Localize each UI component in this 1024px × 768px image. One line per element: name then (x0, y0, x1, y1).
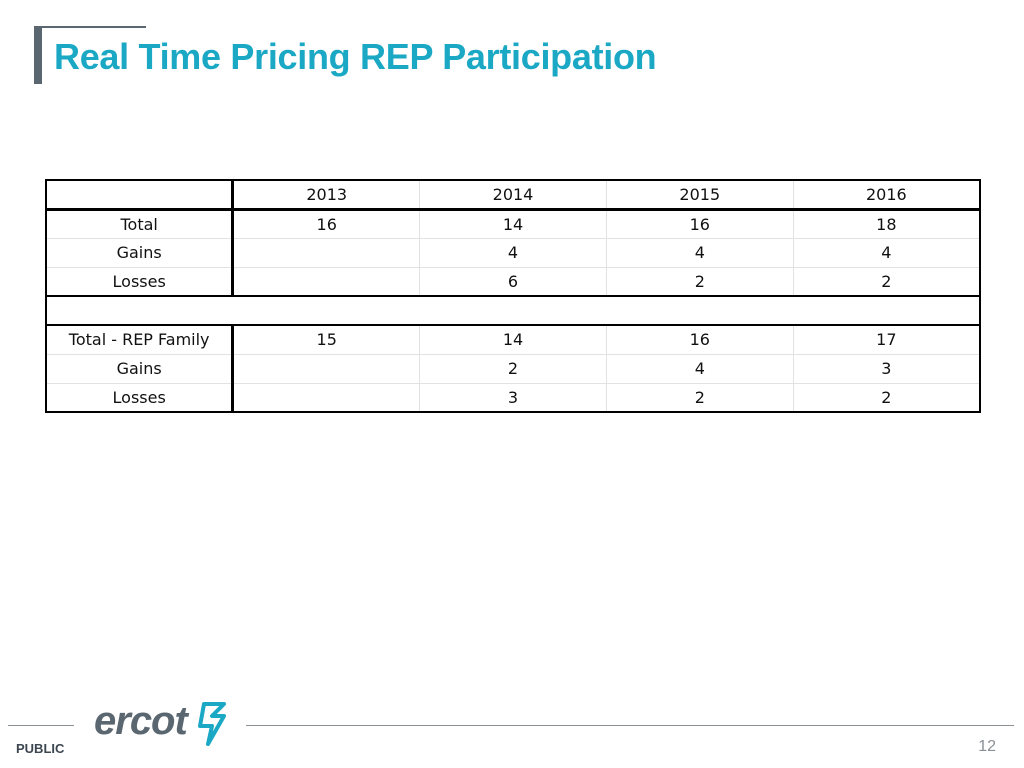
spacer-cell (606, 296, 794, 326)
table-cell (232, 354, 420, 384)
table-cell: 14 (419, 325, 607, 355)
header-year-cell: 2015 (605, 180, 794, 211)
spacer-cell (46, 296, 233, 326)
table-spacer-row (46, 296, 980, 326)
ercot-logo: ercot (94, 696, 234, 752)
table-cell: 18 (792, 209, 980, 239)
table-cell: 17 (792, 325, 980, 355)
table-cell: 6 (419, 267, 607, 297)
table-row: Gains 2 4 3 (46, 354, 980, 384)
table-row: Losses 3 2 2 (46, 383, 980, 413)
table-cell: 4 (605, 354, 794, 384)
footer-divider-right (246, 725, 1014, 726)
table-cell: 15 (232, 325, 420, 355)
table-row: Gains 4 4 4 (46, 238, 980, 268)
title-accent-bar (34, 26, 42, 84)
row-label: Gains (46, 238, 235, 268)
table-cell: 2 (605, 383, 794, 413)
header-corner-cell (46, 180, 235, 211)
table-cell: 16 (605, 209, 794, 239)
table-cell (232, 238, 420, 268)
header-year-cell: 2013 (232, 180, 420, 211)
table-cell: 14 (419, 209, 607, 239)
row-label: Losses (46, 383, 235, 413)
table-cell: 4 (792, 238, 980, 268)
table-cell: 3 (792, 354, 980, 384)
table-cell: 16 (605, 325, 794, 355)
table-cell: 4 (605, 238, 794, 268)
table-cell: 4 (419, 238, 607, 268)
row-label: Total (46, 209, 235, 239)
spacer-cell (793, 296, 980, 326)
page-number: 12 (978, 738, 996, 755)
table-row: Losses 6 2 2 (46, 267, 980, 297)
table-cell: 3 (419, 383, 607, 413)
row-label: Losses (46, 267, 235, 297)
table-cell: 2 (792, 383, 980, 413)
spacer-cell (419, 296, 607, 326)
footer-divider-left (8, 725, 74, 726)
table-row: Total - REP Family 15 14 16 17 (46, 325, 980, 355)
spacer-cell (232, 296, 420, 326)
ercot-logo-mark-icon: ercot (94, 699, 226, 746)
table-cell (232, 383, 420, 413)
table-row: Total 16 14 16 18 (46, 209, 980, 239)
rep-participation-table: 2013 2014 2015 2016 Total 16 14 16 18 Ga… (45, 179, 981, 413)
slide-title: Real Time Pricing REP Participation (54, 36, 657, 77)
table-cell: 2 (792, 267, 980, 297)
header-year-cell: 2014 (419, 180, 607, 211)
public-label: PUBLIC (16, 741, 65, 756)
table-cell: 16 (232, 209, 420, 239)
table-cell: 2 (605, 267, 794, 297)
ercot-logo-text: ercot (94, 699, 189, 743)
title-accent-line (38, 26, 146, 28)
row-label: Gains (46, 354, 235, 384)
table-cell (232, 267, 420, 297)
table-cell: 2 (419, 354, 607, 384)
header-year-cell: 2016 (792, 180, 980, 211)
row-label: Total - REP Family (46, 325, 235, 355)
lightning-bolt-icon (198, 702, 226, 746)
table-header-row: 2013 2014 2015 2016 (46, 180, 980, 211)
